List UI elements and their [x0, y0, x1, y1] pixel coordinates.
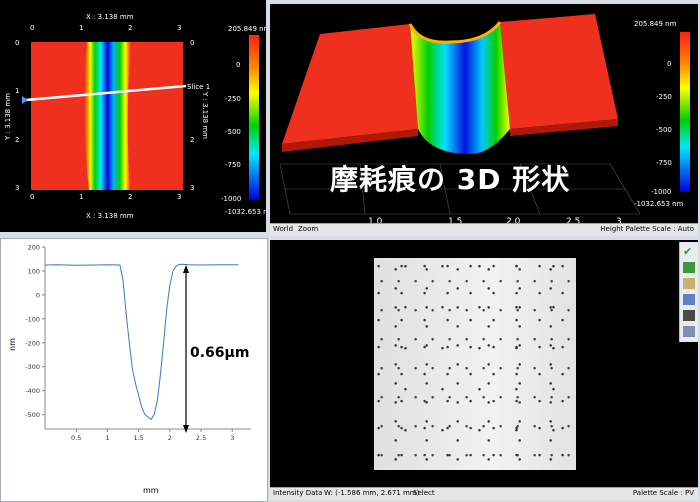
colorbar	[680, 32, 690, 192]
x-tick-label: 1.5	[133, 434, 143, 442]
surface-3d-render[interactable]	[270, 4, 650, 226]
select-button[interactable]: Select	[413, 489, 435, 497]
palette-scale[interactable]: Palette Scale : PV	[632, 489, 694, 497]
y-tick-label: -300	[25, 363, 40, 371]
x-tick-top: 3	[177, 24, 182, 32]
intensity-data-label[interactable]: Intensity Data	[273, 489, 323, 497]
tool-palette: ✔	[679, 242, 698, 342]
x-tick-label: 2	[168, 434, 172, 442]
colorbar-tick: -500	[656, 126, 672, 134]
x-tick-top: 0	[30, 24, 35, 32]
colorbar-tick: -1000	[221, 195, 242, 203]
x-axis-title: mm	[143, 486, 159, 495]
layer-tool-icon[interactable]	[683, 294, 695, 305]
colorbar-tick: -1000	[651, 188, 672, 196]
colorbar-tick: -250	[656, 93, 672, 101]
colorbar-min-label: -1032.653 nm	[634, 200, 684, 208]
colorbar-tick: -250	[225, 95, 241, 103]
y-tick-left: 0	[15, 39, 20, 47]
zoom-tool-icon[interactable]	[683, 278, 695, 289]
axis-tick: 2.5	[566, 217, 581, 227]
depth-arrow-head-bottom	[183, 425, 189, 433]
x-tick-label: 3	[230, 434, 234, 442]
y-tick-label: 200	[28, 244, 40, 252]
table-tool-icon[interactable]	[683, 310, 695, 321]
y-tick-label: -100	[25, 315, 40, 323]
y-tick-left: 3	[15, 184, 20, 192]
x-tick-label: 1	[105, 434, 109, 442]
intensity-statusbar: Intensity Data W: (-1.586 mm, 2.671 mm) …	[270, 487, 698, 500]
intensity-pane: ✔ Intensity Data W: (-1.586 mm, 2.671 mm…	[270, 240, 698, 500]
y-tick-right: 3	[190, 184, 195, 192]
colorbar-max-label: 205.849 nm	[634, 20, 677, 28]
slice-line[interactable]	[22, 80, 192, 106]
status-zoom-button[interactable]: Zoom	[298, 225, 319, 233]
axis-tick: 2.0	[506, 217, 521, 227]
colorbar-tick: 0	[236, 61, 241, 69]
x-tick-label: 0.5	[71, 434, 81, 442]
x-tick-bottom: 1	[79, 193, 84, 201]
colorbar-max-label: 205.849 nm	[228, 25, 266, 33]
axis-tick: 1.0	[368, 217, 383, 227]
check-icon[interactable]: ✔	[683, 245, 693, 258]
slice-label: Slice 1	[187, 83, 211, 91]
overlay-title: 摩耗痕の 3D 形状	[330, 163, 571, 196]
y-axis-label-right: Y : 3.138 mm	[201, 92, 209, 139]
x-axis-label-bottom: X : 3.138 mm	[86, 212, 134, 220]
y-tick-label: 0	[36, 291, 40, 299]
y-tick-right: 2	[190, 136, 195, 144]
height-map-image[interactable]	[31, 42, 183, 190]
depth-annotation: 0.66μm	[190, 345, 250, 361]
colorbar-tick: -500	[225, 128, 241, 136]
x-tick-label: 2.5	[196, 434, 206, 442]
y-tick-label: 100	[28, 267, 40, 275]
grid-tool-icon[interactable]	[683, 262, 695, 273]
y-tick-label: -500	[25, 411, 40, 419]
colorbar	[249, 35, 259, 200]
x-tick-top: 1	[79, 24, 84, 32]
colorbar-min-label: -1032.653 nm	[225, 208, 266, 216]
axis-tick: 3	[616, 217, 622, 227]
x-axis-label-top: X : 3.138 mm	[86, 13, 134, 21]
profile-chart-pane: 200 100 0 -100 -200 -300 -400 -500 0.5 1 1.5 2 2.5 3 …	[0, 238, 268, 502]
y-axis-title: nm	[8, 338, 17, 351]
y-tick-left: 2	[15, 136, 20, 144]
x-tick-bottom: 0	[30, 193, 35, 201]
height-map-pane: X : 3.138 mm 0 1 2 3 Y : 3.138 mm 0 1 2 …	[0, 0, 266, 232]
surface-statusbar: World Zoom Height Palette Scale : Auto	[270, 223, 698, 236]
y-axis-label-left: Y : 3.138 mm	[4, 93, 12, 140]
x-tick-bottom: 3	[177, 193, 182, 201]
colorbar-tick: 0	[667, 60, 672, 68]
height-palette-scale[interactable]: Height Palette Scale : Auto	[600, 225, 694, 233]
list-tool-icon[interactable]	[683, 326, 695, 337]
y-tick-label: -400	[25, 387, 40, 395]
x-tick-top: 2	[128, 24, 133, 32]
y-tick-left: 1	[15, 87, 20, 95]
y-tick-right: 0	[190, 39, 195, 47]
depth-arrow-head-top	[183, 265, 189, 273]
cursor-coordinate-readout: W: (-1.586 mm, 2.671 mm)	[324, 489, 420, 497]
intensity-image[interactable]	[374, 258, 576, 470]
x-tick-bottom: 2	[128, 193, 133, 201]
axis-tick: 1.5	[448, 217, 463, 227]
colorbar-tick: -750	[225, 161, 241, 169]
status-world-button[interactable]: World	[273, 225, 294, 233]
surface-3d-pane: 1.0 1.5 2.0 2.5 3 205.849 nm 0 -250 -500…	[270, 4, 698, 236]
y-tick-label: -200	[25, 339, 40, 347]
profile-series-line	[44, 263, 239, 421]
colorbar-tick: -750	[656, 159, 672, 167]
